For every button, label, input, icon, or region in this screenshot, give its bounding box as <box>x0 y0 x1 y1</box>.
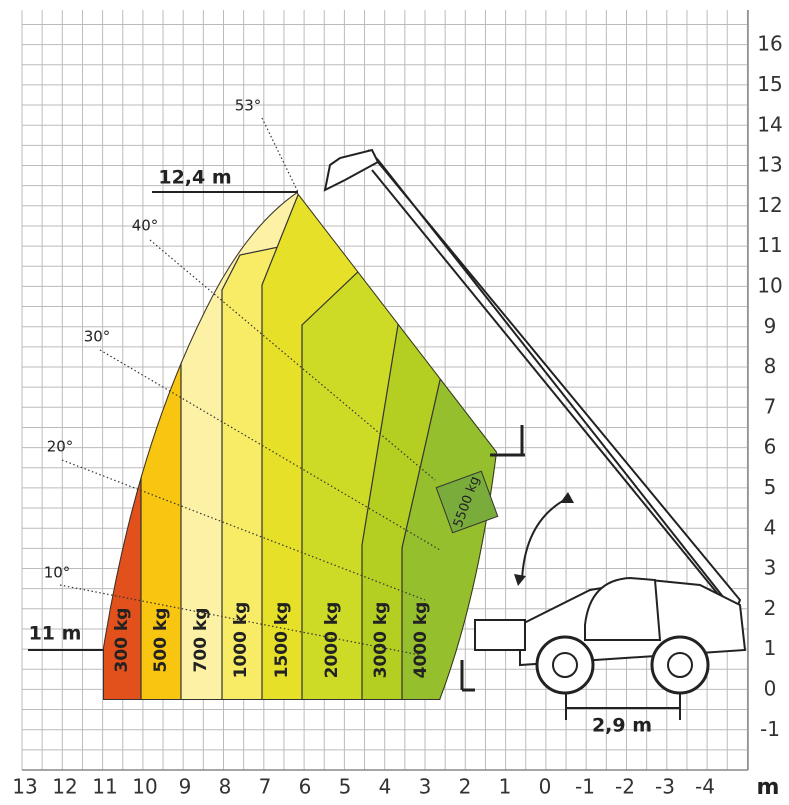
y-tick-label: -1 <box>760 717 780 741</box>
angle-label: 40° <box>132 217 159 235</box>
load-chart: 12,4 m 11 m 2,9 m m 131211109876543210-1… <box>0 0 789 805</box>
y-tick-label: 4 <box>764 515 777 539</box>
x-tick-label: 0 <box>539 775 552 799</box>
zone-label: 700 kg <box>191 608 211 673</box>
zone-label: 1500 kg <box>272 602 292 679</box>
y-tick-label: 6 <box>764 435 777 459</box>
x-tick-label: 7 <box>259 775 272 799</box>
x-tick-label: -1 <box>575 775 595 799</box>
x-tick-label: 1 <box>499 775 512 799</box>
y-tick-label: 15 <box>757 72 782 96</box>
zone-label: 2000 kg <box>322 602 342 679</box>
x-tick-label: 5 <box>339 775 352 799</box>
x-tick-label: 11 <box>92 775 117 799</box>
x-tick-label: 6 <box>299 775 312 799</box>
y-tick-label: 7 <box>764 394 777 418</box>
y-tick-label: 16 <box>757 32 782 56</box>
unit-label: m <box>757 775 780 800</box>
x-tick-label: 3 <box>419 775 432 799</box>
max-height-label: 12,4 m <box>158 167 231 189</box>
x-tick-label: 9 <box>179 775 192 799</box>
y-tick-label: 5 <box>764 475 777 499</box>
angle-label: 20° <box>47 438 74 456</box>
y-tick-label: 13 <box>757 153 782 177</box>
angle-label: 30° <box>84 328 111 346</box>
y-tick-label: 10 <box>757 274 782 298</box>
y-tick-label: 2 <box>764 596 777 620</box>
y-tick-label: 12 <box>757 193 782 217</box>
x-tick-label: 12 <box>52 775 77 799</box>
wheelbase-label: 2,9 m <box>592 715 652 737</box>
max-reach-label: 11 m <box>29 623 82 645</box>
x-tick-label: 13 <box>12 775 37 799</box>
angle-label: 10° <box>44 564 71 582</box>
zone-label: 4000 kg <box>411 602 431 679</box>
x-tick-label: -3 <box>655 775 675 799</box>
zone-label: 1000 kg <box>231 602 251 679</box>
y-tick-label: 8 <box>764 354 777 378</box>
zone-label: 500 kg <box>151 608 171 673</box>
y-tick-label: 9 <box>764 314 777 338</box>
x-tick-label: -4 <box>695 775 715 799</box>
x-tick-label: 10 <box>132 775 157 799</box>
x-tick-label: 2 <box>459 775 472 799</box>
x-tick-label: 8 <box>219 775 232 799</box>
x-tick-label: -2 <box>615 775 635 799</box>
y-tick-label: 14 <box>757 112 782 136</box>
y-tick-label: 0 <box>764 677 777 701</box>
y-tick-label: 11 <box>757 233 782 257</box>
angle-label: 53° <box>235 97 262 115</box>
zone-label: 3000 kg <box>371 602 391 679</box>
y-tick-label: 1 <box>764 636 777 660</box>
y-tick-label: 3 <box>764 556 777 580</box>
x-tick-label: 4 <box>379 775 392 799</box>
zone-label: 300 kg <box>112 608 132 673</box>
